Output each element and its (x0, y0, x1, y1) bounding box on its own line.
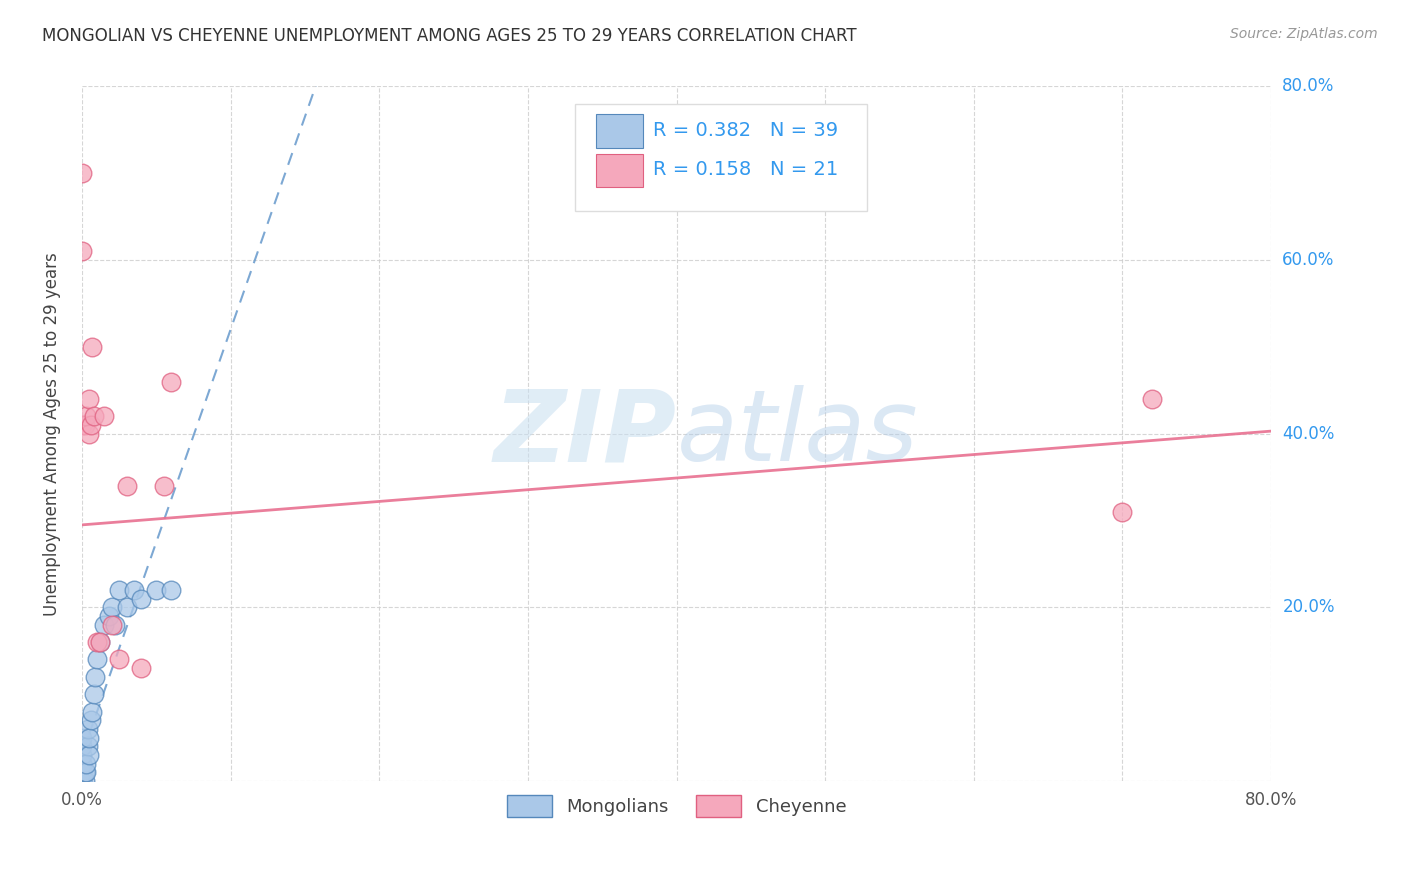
Point (89, 635, 111, 649)
Point (70, 774, 93, 789)
Point (97, 609, 120, 624)
Point (108, 652, 131, 666)
Point (70, 774, 93, 789)
Text: 40.0%: 40.0% (1282, 425, 1334, 442)
Text: ZIP: ZIP (494, 385, 676, 483)
Point (70, 765, 93, 780)
Point (70, 774, 93, 789)
Point (75, 409, 97, 424)
Point (145, 582, 167, 597)
Point (73, 417, 96, 432)
Text: R = 0.158   N = 21: R = 0.158 N = 21 (652, 161, 838, 179)
Point (70, 774, 93, 789)
Point (79, 426, 101, 441)
Point (80, 417, 103, 432)
Point (160, 375, 183, 389)
Point (80, 713, 103, 727)
Point (115, 600, 138, 615)
FancyBboxPatch shape (596, 153, 644, 187)
Text: 80.0%: 80.0% (1282, 78, 1334, 95)
FancyBboxPatch shape (575, 103, 868, 211)
Point (79, 392, 101, 406)
Point (70, 739, 93, 754)
Point (104, 617, 127, 632)
Text: R = 0.382   N = 39: R = 0.382 N = 39 (652, 121, 838, 140)
Point (75, 756, 97, 771)
Text: 60.0%: 60.0% (1282, 251, 1334, 269)
Point (83, 409, 105, 424)
Point (82, 705, 104, 719)
Point (122, 582, 145, 597)
FancyBboxPatch shape (596, 114, 644, 147)
Point (86, 652, 108, 666)
Text: MONGOLIAN VS CHEYENNE UNEMPLOYMENT AMONG AGES 25 TO 29 YEARS CORRELATION CHART: MONGOLIAN VS CHEYENNE UNEMPLOYMENT AMONG… (42, 27, 856, 45)
Point (70, 774, 93, 789)
Point (70, 756, 93, 771)
Point (86, 635, 108, 649)
Point (79, 731, 101, 745)
Point (77, 722, 100, 736)
Point (70, 731, 93, 745)
Point (93, 617, 115, 632)
Point (115, 479, 138, 493)
Point (75, 765, 97, 780)
Point (131, 591, 153, 606)
Point (70, 756, 93, 771)
Point (77, 739, 100, 754)
Text: 20.0%: 20.0% (1282, 599, 1334, 616)
Point (70, 774, 93, 789)
Point (70, 747, 93, 762)
Point (152, 479, 174, 493)
Point (160, 582, 183, 597)
Point (70, 417, 93, 432)
Point (131, 661, 153, 675)
Point (83, 687, 105, 701)
Point (82, 340, 104, 354)
Y-axis label: Unemployment Among Ages 25 to 29 years: Unemployment Among Ages 25 to 29 years (44, 252, 60, 615)
Point (70, 765, 93, 780)
Point (93, 409, 115, 424)
Text: atlas: atlas (676, 385, 918, 483)
Legend: Mongolians, Cheyenne: Mongolians, Cheyenne (499, 788, 853, 824)
Point (89, 635, 111, 649)
Point (108, 582, 131, 597)
Point (84, 670, 107, 684)
Point (79, 747, 101, 762)
Point (70, 244, 93, 259)
Text: Source: ZipAtlas.com: Source: ZipAtlas.com (1230, 27, 1378, 41)
Point (70, 774, 93, 789)
Point (73, 765, 96, 780)
Point (73, 774, 96, 789)
Point (1142, 392, 1164, 406)
Point (70, 774, 93, 789)
Point (100, 617, 122, 632)
Point (70, 166, 93, 180)
Point (100, 600, 122, 615)
Point (1111, 505, 1133, 519)
